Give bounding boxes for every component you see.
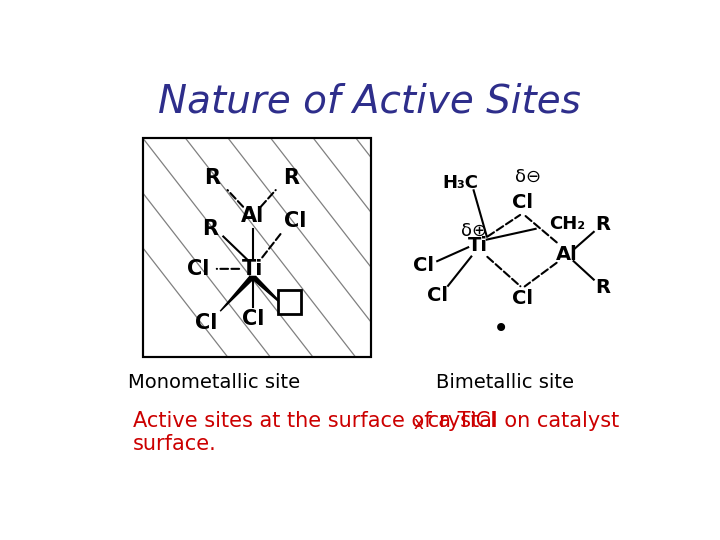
Bar	[143, 138, 372, 357]
Polygon shape	[220, 276, 256, 311]
Text: surface.: surface.	[132, 434, 217, 454]
Text: CH₂: CH₂	[549, 215, 585, 233]
Text: •: •	[492, 315, 509, 343]
Text: Cl: Cl	[284, 211, 307, 231]
Text: R: R	[202, 219, 218, 239]
Text: R: R	[204, 168, 220, 188]
Text: crystal on catalyst: crystal on catalyst	[421, 410, 619, 430]
Text: Cl: Cl	[512, 193, 533, 212]
Text: Cl: Cl	[413, 256, 433, 275]
Text: Monometallic site: Monometallic site	[128, 373, 300, 392]
Text: Ti: Ti	[242, 259, 264, 279]
Text: Cl: Cl	[427, 286, 448, 305]
Text: Bimetallic site: Bimetallic site	[436, 373, 574, 392]
Text: Cl: Cl	[512, 289, 533, 308]
Text: H₃C: H₃C	[443, 174, 479, 192]
Text: Al: Al	[241, 206, 264, 226]
Polygon shape	[250, 276, 285, 307]
Text: Active sites at the surface of a TiCl: Active sites at the surface of a TiCl	[132, 410, 496, 430]
Text: δ⊕: δ⊕	[461, 221, 487, 239]
Text: R: R	[284, 168, 300, 188]
Text: Nature of Active Sites: Nature of Active Sites	[158, 83, 580, 121]
Text: R: R	[595, 278, 611, 297]
Text: Cl: Cl	[187, 259, 210, 279]
Text: R: R	[595, 215, 611, 234]
Text: Cl: Cl	[242, 309, 264, 329]
Text: Cl: Cl	[195, 313, 217, 333]
Text: Al: Al	[556, 246, 577, 265]
Bar	[143, 138, 372, 357]
Bar	[277, 291, 301, 314]
Text: δ⊖: δ⊖	[515, 167, 541, 185]
Text: Ti: Ti	[467, 237, 487, 255]
Text: x: x	[413, 415, 423, 434]
